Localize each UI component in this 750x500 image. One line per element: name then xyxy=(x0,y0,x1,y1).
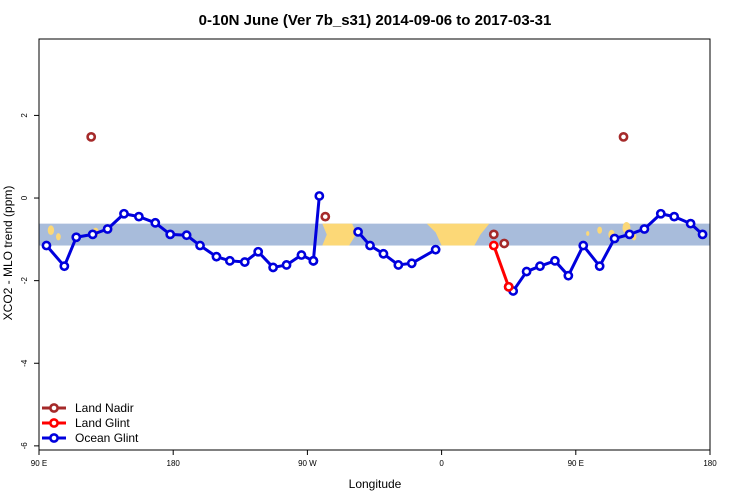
land-patch xyxy=(55,233,61,241)
background-band xyxy=(39,222,710,246)
data-point xyxy=(521,266,532,277)
data-point xyxy=(296,250,307,260)
data-point xyxy=(393,260,404,270)
data-point xyxy=(618,131,629,142)
data-point xyxy=(669,211,680,222)
data-point xyxy=(41,240,52,251)
legend-swatch-point xyxy=(49,418,59,428)
y-tick-label: -4 xyxy=(20,359,29,367)
data-point xyxy=(624,229,635,240)
y-axis-label: XCO2 - MLO trend (ppm) xyxy=(1,186,15,321)
data-point xyxy=(550,255,560,266)
series-line xyxy=(492,245,511,288)
data-point xyxy=(320,211,331,222)
series-land-glint xyxy=(488,240,514,292)
legend-swatch-point xyxy=(49,403,59,413)
data-point xyxy=(535,261,545,272)
data-point xyxy=(211,251,222,262)
land-patch xyxy=(597,226,603,234)
data-point xyxy=(87,229,98,240)
data-point xyxy=(71,232,82,243)
x-tick-label: 180 xyxy=(167,459,181,468)
data-point xyxy=(281,260,292,270)
data-point xyxy=(563,270,574,281)
data-point xyxy=(268,262,279,273)
data-point xyxy=(314,191,325,201)
y-tick-label: 2 xyxy=(20,113,29,118)
land-patch xyxy=(426,223,490,246)
data-point xyxy=(195,240,205,251)
legend-item: Land Nadir xyxy=(42,401,134,415)
land-patch xyxy=(47,225,55,236)
x-tick-label: 180 xyxy=(703,459,717,468)
data-point xyxy=(119,208,129,219)
data-point xyxy=(594,261,605,272)
y-axis: -6 -4 -2 0 2 xyxy=(20,113,39,450)
data-point xyxy=(378,248,389,259)
data-point xyxy=(685,218,696,229)
data-point xyxy=(59,261,70,272)
data-point xyxy=(353,227,363,237)
data-point xyxy=(639,224,650,234)
data-point xyxy=(655,208,666,219)
data-point xyxy=(134,211,144,222)
legend-item: Ocean Glint xyxy=(42,431,139,445)
series-line xyxy=(311,195,321,261)
data-point xyxy=(308,255,319,266)
plot-frame xyxy=(38,38,711,451)
y-tick-label: 0 xyxy=(20,195,29,200)
data-point xyxy=(697,229,708,240)
y-tick-label: -6 xyxy=(20,442,29,450)
data-point xyxy=(488,229,499,240)
data-point xyxy=(406,258,417,269)
data-point xyxy=(609,233,620,244)
x-tick-label: 90 E xyxy=(31,459,47,468)
series-land-nadir xyxy=(86,131,629,249)
y-tick-label: -2 xyxy=(20,277,29,285)
data-point xyxy=(86,131,97,142)
legend-label: Land Glint xyxy=(75,416,130,430)
data-point xyxy=(150,217,161,228)
series-ocean-glint xyxy=(41,191,708,296)
data-point xyxy=(488,240,499,251)
data-point xyxy=(102,224,113,234)
legend-item: Land Glint xyxy=(42,416,130,430)
data-point xyxy=(499,238,510,249)
data-point xyxy=(578,240,589,251)
land-patch xyxy=(586,231,590,236)
data-point xyxy=(239,257,250,267)
data-point xyxy=(503,281,514,292)
data-point xyxy=(430,244,441,255)
x-tick-label: 90 W xyxy=(298,459,317,468)
legend-label: Land Nadir xyxy=(75,401,134,415)
chart-title: 0-10N June (Ver 7b_s31) 2014-09-06 to 20… xyxy=(199,12,552,29)
data-point xyxy=(181,230,192,241)
series-layer xyxy=(41,131,708,296)
x-tick-label: 90 E xyxy=(568,459,584,468)
land-patch xyxy=(322,223,357,246)
data-point xyxy=(224,255,235,266)
ocean-band xyxy=(39,223,710,246)
legend-swatch-point xyxy=(49,433,59,443)
data-point xyxy=(165,229,176,240)
data-point xyxy=(253,246,264,257)
data-point xyxy=(365,240,375,251)
legend-label: Ocean Glint xyxy=(75,431,139,445)
x-axis: 90 E 180 90 W 0 90 E 180 xyxy=(31,450,717,468)
x-tick-label: 0 xyxy=(439,459,444,468)
x-axis-label: Longitude xyxy=(349,477,402,491)
